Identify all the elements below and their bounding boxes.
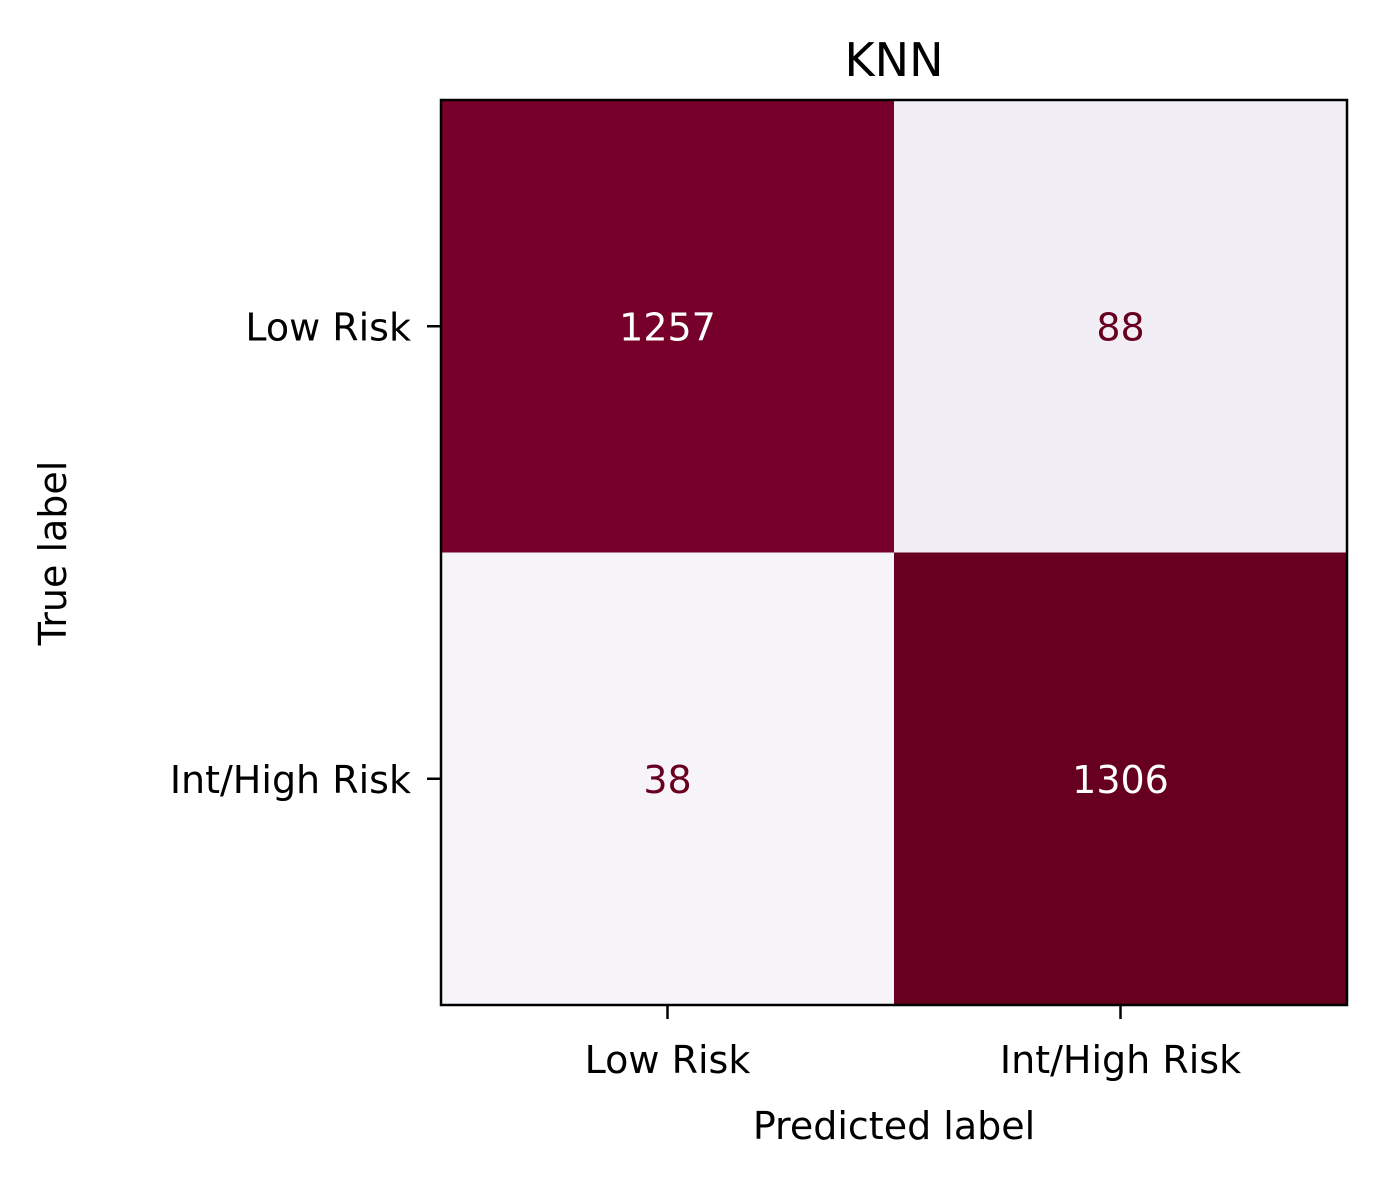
y-axis-ticks: Low Risk Int/High Risk	[170, 305, 441, 802]
y-tick-label: Int/High Risk	[170, 758, 411, 802]
heatmap-cell	[894, 100, 1348, 553]
y-tick-label: Low Risk	[245, 305, 411, 349]
cell-value-label: 38	[643, 758, 691, 802]
cell-value-label: 1306	[1072, 758, 1169, 802]
cell-value-label: 88	[1096, 305, 1144, 349]
plot-frame	[439, 98, 1349, 1007]
heatmap-cell	[441, 552, 895, 1006]
y-axis-label: True label	[31, 461, 75, 647]
heatmap-cell	[441, 100, 895, 553]
x-axis-label: Predicted label	[753, 1104, 1035, 1148]
x-tick-label: Int/High Risk	[1000, 1038, 1241, 1082]
cell-value-labels: 1257 88 38 1306	[619, 305, 1169, 802]
x-axis-ticks: Low Risk Int/High Risk	[585, 1005, 1241, 1082]
heatmap-cells	[441, 100, 1348, 1006]
cell-value-label: 1257	[619, 305, 716, 349]
chart-title: KNN	[845, 33, 944, 87]
heatmap-cell	[894, 552, 1348, 1006]
x-tick-label: Low Risk	[585, 1038, 751, 1082]
